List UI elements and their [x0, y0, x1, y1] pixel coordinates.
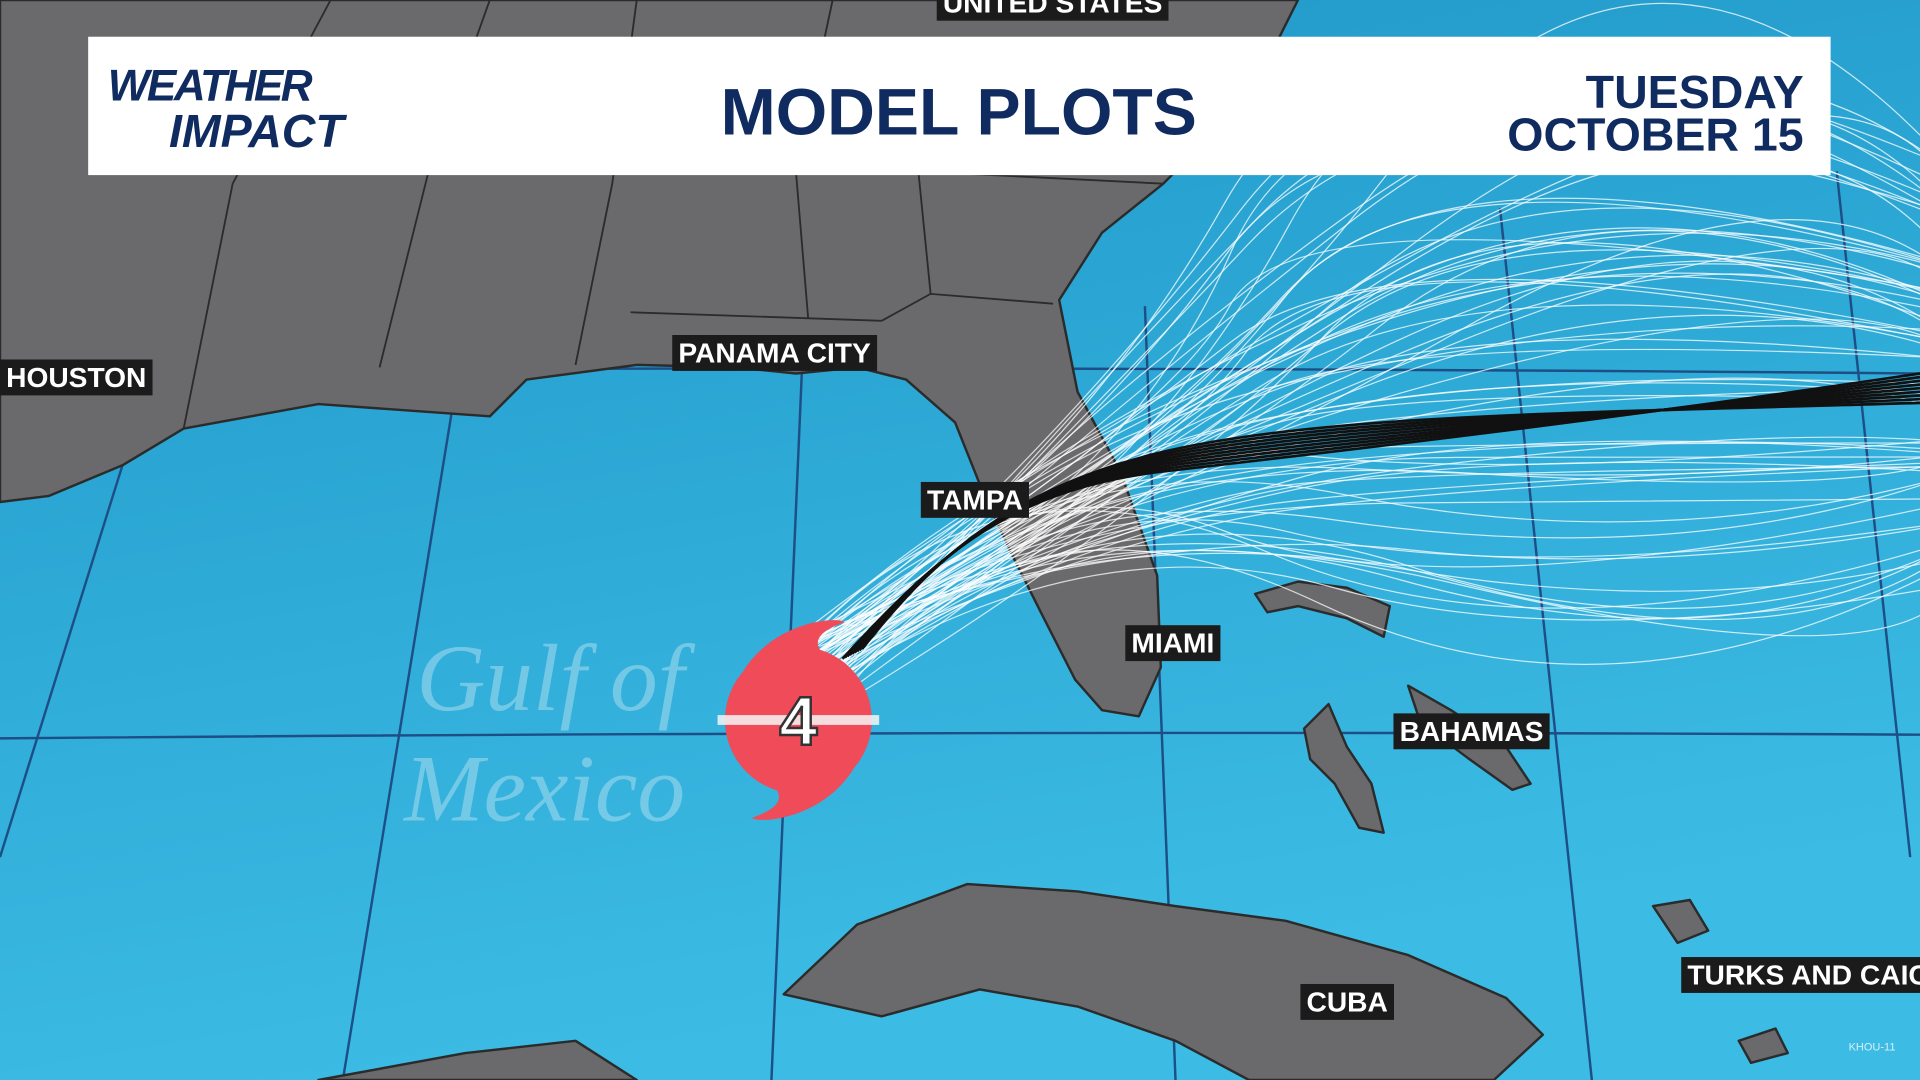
storm-category: 4 — [779, 682, 817, 759]
place-label: MIAMI — [1131, 628, 1214, 659]
header-background — [88, 36, 1831, 176]
label-background — [672, 334, 878, 371]
model-track — [842, 549, 1920, 696]
label-background — [0, 359, 153, 396]
water-label-line: Gulf of — [416, 625, 695, 731]
model-track — [837, 260, 1920, 681]
model-track — [802, 388, 1920, 656]
model-track — [815, 325, 1920, 682]
consensus-track — [860, 401, 1920, 650]
header-bar: WEATHER IMPACT MODEL PLOTS TUESDAY OCTOB… — [88, 36, 1831, 176]
model-track — [825, 304, 1920, 701]
place-label: UNITED STATES — [943, 0, 1163, 18]
model-track — [811, 230, 1920, 692]
model-track — [798, 207, 1920, 707]
date-day: TUESDAY — [1586, 66, 1804, 118]
model-track — [827, 338, 1920, 645]
model-track — [828, 395, 1920, 671]
model-track — [817, 498, 1920, 639]
model-track — [796, 456, 1920, 667]
model-track — [783, 481, 1920, 671]
label-background — [1300, 983, 1394, 1020]
label-background — [1125, 625, 1221, 662]
model-track — [818, 275, 1920, 681]
place-label: PANAMA CITY — [678, 337, 871, 368]
credit: KHOU-11 — [1849, 1042, 1896, 1054]
brand-weather: WEATHER — [108, 61, 313, 110]
water-label: Gulf of Mexico — [402, 625, 696, 841]
model-track — [789, 3, 1920, 648]
model-track — [809, 543, 1920, 647]
label-background — [1393, 713, 1550, 750]
model-track — [794, 281, 1920, 663]
model-track — [842, 436, 1920, 678]
model-track — [800, 197, 1920, 663]
brand-impact: IMPACT — [169, 105, 347, 157]
label-background — [1681, 957, 1920, 993]
storm-band — [717, 715, 880, 725]
model-track — [803, 552, 1920, 649]
model-track — [789, 247, 1920, 644]
model-track — [793, 528, 1920, 638]
water-label-line: Mexico — [402, 735, 685, 841]
model-track — [803, 272, 1920, 646]
date-day: OCTOBER 15 — [1507, 109, 1803, 161]
model-track — [793, 114, 1920, 640]
label-background — [920, 481, 1029, 518]
place-labels: UNITED STATES HOUSTON PANAMA CITY TAMPA … — [0, 0, 1920, 1020]
storm-icon: 4 — [717, 620, 880, 820]
label-background — [936, 0, 1169, 21]
model-track — [785, 466, 1920, 679]
model-track — [805, 510, 1920, 643]
place-label: TURKS AND CAICOS — [1687, 959, 1920, 990]
place-label: CUBA — [1307, 986, 1388, 1017]
place-label: HOUSTON — [6, 362, 146, 393]
model-track — [823, 457, 1920, 649]
place-label: BAHAMAS — [1400, 716, 1544, 747]
model-track — [811, 533, 1920, 676]
model-track — [798, 229, 1920, 695]
title: MODEL PLOTS — [721, 76, 1197, 150]
model-track — [785, 318, 1920, 682]
place-label: TAMPA — [927, 484, 1023, 515]
